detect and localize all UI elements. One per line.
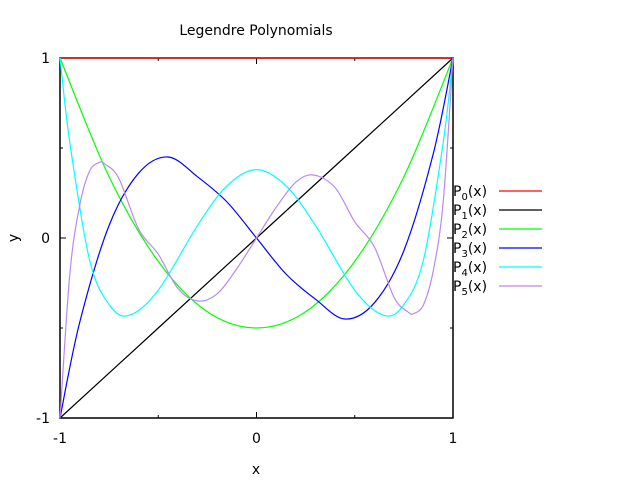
legend-label: P0(x) bbox=[453, 184, 487, 203]
x-tick-label: 0 bbox=[252, 431, 261, 447]
y-tick-label: -1 bbox=[36, 411, 50, 427]
series-line-p5 bbox=[59, 57, 454, 419]
legend-label: P1(x) bbox=[453, 203, 487, 222]
series-line-p4 bbox=[59, 57, 454, 317]
legend-item-p0: P0(x) bbox=[453, 184, 542, 203]
y-tick-label: 1 bbox=[41, 51, 50, 67]
x-axis-label: x bbox=[252, 462, 260, 478]
legend-label: P5(x) bbox=[453, 279, 487, 298]
x-tick-label: 1 bbox=[449, 431, 458, 447]
ticks: -1 0 1 -1 0 1 bbox=[36, 51, 457, 447]
y-tick-label: 0 bbox=[41, 231, 50, 247]
legend-item-p1: P1(x) bbox=[453, 203, 542, 222]
legend-item-p2: P2(x) bbox=[453, 222, 542, 241]
series-lines bbox=[59, 57, 454, 419]
legend-item-p3: P3(x) bbox=[453, 241, 542, 260]
y-axis-label: y bbox=[6, 234, 22, 242]
x-tick-label: -1 bbox=[53, 431, 67, 447]
chart-title: Legendre Polynomials bbox=[179, 23, 332, 39]
legend-label: P4(x) bbox=[453, 260, 487, 279]
legend-item-p5: P5(x) bbox=[453, 279, 542, 298]
legend-label: P3(x) bbox=[453, 241, 487, 260]
legend-item-p4: P4(x) bbox=[453, 260, 542, 279]
legend-label: P2(x) bbox=[453, 222, 487, 241]
legend: P0(x)P1(x)P2(x)P3(x)P4(x)P5(x) bbox=[453, 184, 542, 298]
series-line-p2 bbox=[59, 57, 454, 329]
